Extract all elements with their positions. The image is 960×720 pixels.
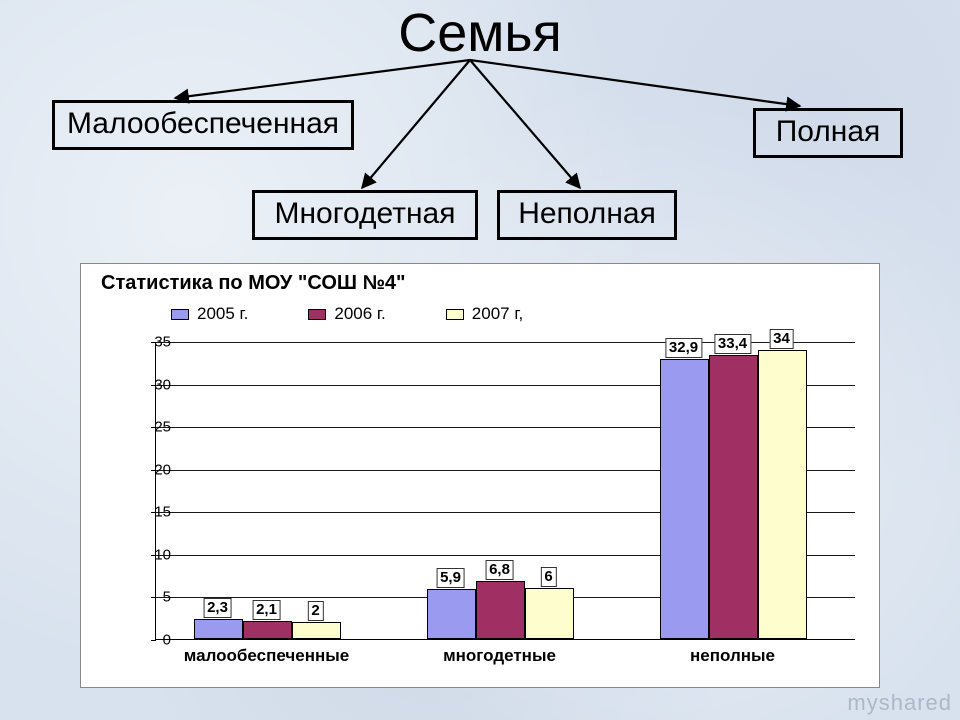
- hierarchy-box-incomplete: Неполная: [497, 190, 677, 240]
- value-label-many_kids-2006: 6,8: [485, 560, 514, 580]
- legend-label-2005: 2005 г.: [197, 304, 248, 324]
- ytick-label: 35: [131, 334, 171, 351]
- value-label-incomplete-2007: 34: [769, 329, 794, 349]
- hierarchy-box-full: Полная: [753, 108, 903, 158]
- legend-item-2006: 2006 г.: [308, 304, 385, 324]
- value-label-low_income-2007: 2: [307, 601, 323, 621]
- ytick-label: 20: [131, 461, 171, 478]
- legend-label-2007: 2007 г,: [472, 304, 523, 324]
- bar-low_income-2007: [292, 622, 341, 639]
- value-label-many_kids-2005: 5,9: [436, 568, 465, 588]
- legend-swatch-2007: [446, 309, 464, 320]
- ytick-label: 0: [131, 632, 171, 649]
- chart-plot-area: [155, 342, 855, 640]
- value-label-low_income-2006: 2,1: [252, 600, 281, 620]
- chart-legend: 2005 г. 2006 г. 2007 г,: [171, 304, 523, 324]
- bar-incomplete-2006: [709, 355, 758, 639]
- ytick-label: 30: [131, 376, 171, 393]
- ytick-label: 10: [131, 546, 171, 563]
- xcat-label-many_kids: многодетные: [443, 646, 556, 666]
- ytick-label: 15: [131, 504, 171, 521]
- chart-panel: Статистика по МОУ "СОШ №4" 2005 г. 2006 г…: [80, 263, 880, 688]
- legend-swatch-2006: [308, 309, 326, 320]
- value-label-many_kids-2007: 6: [540, 567, 556, 587]
- bar-many_kids-2005: [427, 589, 476, 639]
- bar-many_kids-2006: [476, 581, 525, 639]
- bar-many_kids-2007: [525, 588, 574, 639]
- bar-incomplete-2007: [758, 350, 807, 639]
- ytick-label: 25: [131, 419, 171, 436]
- value-label-incomplete-2005: 32,9: [665, 338, 702, 358]
- legend-item-2005: 2005 г.: [171, 304, 248, 324]
- bar-low_income-2005: [194, 619, 243, 639]
- xcat-label-low_income: малообеспеченные: [184, 646, 349, 666]
- chart-title: Статистика по МОУ "СОШ №4": [101, 272, 405, 295]
- legend-swatch-2005: [171, 309, 189, 320]
- legend-label-2006: 2006 г.: [334, 304, 385, 324]
- ytick-label: 5: [131, 589, 171, 606]
- legend-item-2007: 2007 г,: [446, 304, 523, 324]
- value-label-incomplete-2006: 33,4: [714, 334, 751, 354]
- value-label-low_income-2005: 2,3: [203, 598, 232, 618]
- bar-low_income-2006: [243, 621, 292, 639]
- hierarchy-box-low_income: Малообеспеченная: [52, 100, 354, 150]
- xcat-label-incomplete: неполные: [690, 646, 775, 666]
- bar-incomplete-2005: [660, 359, 709, 639]
- watermark: myshared: [847, 690, 952, 716]
- hierarchy-box-many_kids: Многодетная: [252, 190, 478, 240]
